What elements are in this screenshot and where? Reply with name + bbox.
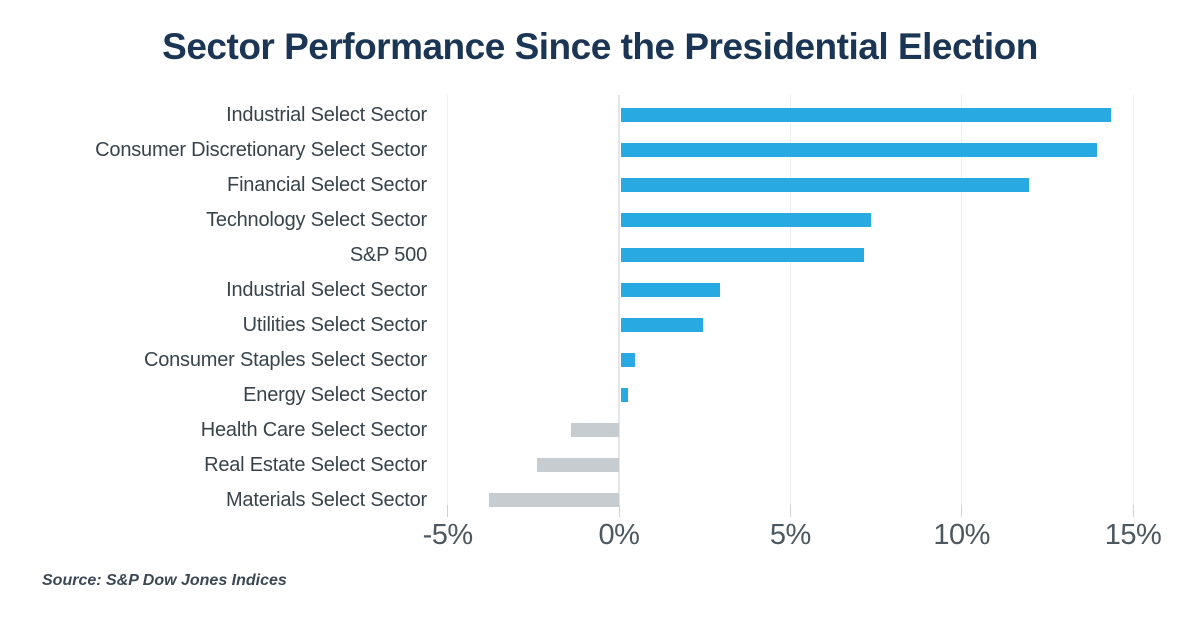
category-label: Consumer Discretionary Select Sector [95,139,427,162]
axis-tick [1132,505,1134,517]
gridline [789,95,791,507]
category-label: Consumer Staples Select Sector [143,348,427,371]
bar [621,178,1029,193]
bar [621,282,721,297]
axis-tick-label: -5% [422,519,474,551]
bar [621,387,628,402]
bar [488,492,619,507]
bar [621,352,635,367]
axis-tick [618,505,620,517]
gridline [961,95,963,507]
axis-tick-label: 0% [598,519,640,551]
bar [621,247,865,262]
axis-tick [961,505,963,517]
gridline [447,95,449,507]
bar [621,317,704,332]
category-label: Industrial Select Sector [226,104,427,127]
chart-title: Sector Performance Since the Presidentia… [162,26,1038,67]
bar [621,213,872,228]
zero-axis-line [618,95,620,507]
axis-tick-label: 10% [933,519,990,551]
source-note: Source: S&P Dow Jones Indices [42,572,287,589]
bar [571,422,619,437]
gridline [1132,95,1134,507]
bar [536,457,619,472]
axis-tick-label: 15% [1104,519,1162,551]
category-label: Technology Select Sector [206,209,427,232]
category-label: Utilities Select Sector [242,313,428,336]
axis-tick [447,505,449,517]
category-label: S&P 500 [349,243,427,266]
category-label: Health Care Select Sector [200,418,427,441]
axis-tick [789,505,791,517]
bar [621,108,1112,123]
axis-tick-label: 5% [769,519,811,551]
category-label: Real Estate Select Sector [204,453,427,476]
bar [621,143,1098,158]
category-label: Energy Select Sector [243,383,427,406]
category-label: Industrial Select Sector [226,278,427,301]
category-label: Financial Select Sector [227,174,427,197]
category-label: Materials Select Sector [225,488,427,511]
